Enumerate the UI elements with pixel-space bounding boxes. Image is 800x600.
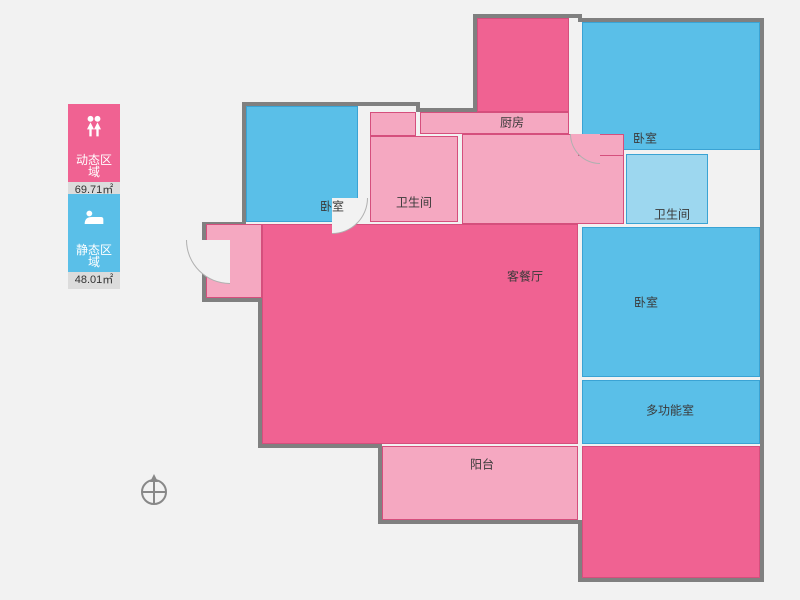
legend-dynamic-title: 动态区域: [68, 150, 120, 182]
label-living: 客餐厅: [507, 268, 543, 285]
room-bedroom-mid-right: [582, 227, 760, 377]
label-multi: 多功能室: [646, 402, 694, 419]
floor-plan-canvas: 动态区域 69.71㎡ 静态区域 48.01㎡: [0, 0, 800, 600]
legend-static: 静态区域 48.01㎡: [68, 194, 120, 289]
people-icon: [80, 113, 108, 141]
room-bath1-upper: [370, 112, 416, 136]
room-kitchen-upper: [477, 18, 569, 112]
label-bed-tr: 卧室: [633, 130, 657, 147]
legend-static-swatch: [68, 194, 120, 240]
label-balcony: 阳台: [470, 456, 494, 473]
label-kitchen: 厨房: [500, 114, 524, 131]
room-bedroom-top-right: [582, 22, 760, 150]
room-kitchen-lower: [420, 112, 569, 134]
floor-plan: 厨房 卧室 卧室 卫生间 卫生间 卧室 客餐厅 阳台 多功能室: [192, 14, 774, 584]
label-bath2: 卫生间: [654, 206, 690, 223]
rest-icon: [80, 203, 108, 231]
room-store: [582, 446, 760, 578]
legend-static-title: 静态区域: [68, 240, 120, 272]
label-bath1: 卫生间: [396, 194, 432, 211]
legend-dynamic-swatch: [68, 104, 120, 150]
room-living: [262, 224, 578, 444]
label-bed-mr: 卧室: [634, 294, 658, 311]
legend-static-value: 48.01㎡: [68, 272, 120, 289]
compass-icon: [136, 472, 172, 513]
legend-dynamic: 动态区域 69.71㎡: [68, 104, 120, 199]
label-bed-tl: 卧室: [320, 198, 344, 215]
